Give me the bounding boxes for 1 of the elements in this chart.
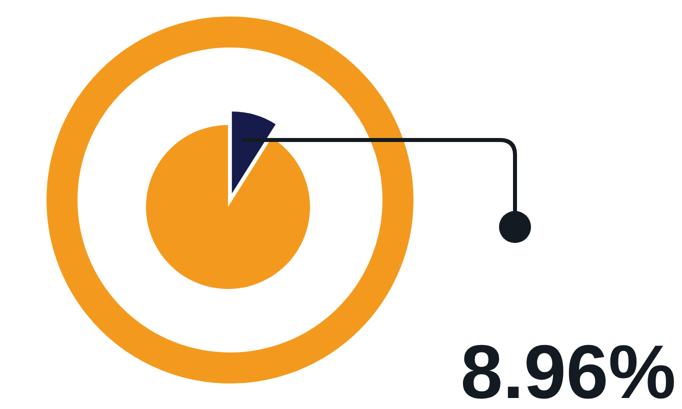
- text: 8.96%: [460, 330, 676, 409]
